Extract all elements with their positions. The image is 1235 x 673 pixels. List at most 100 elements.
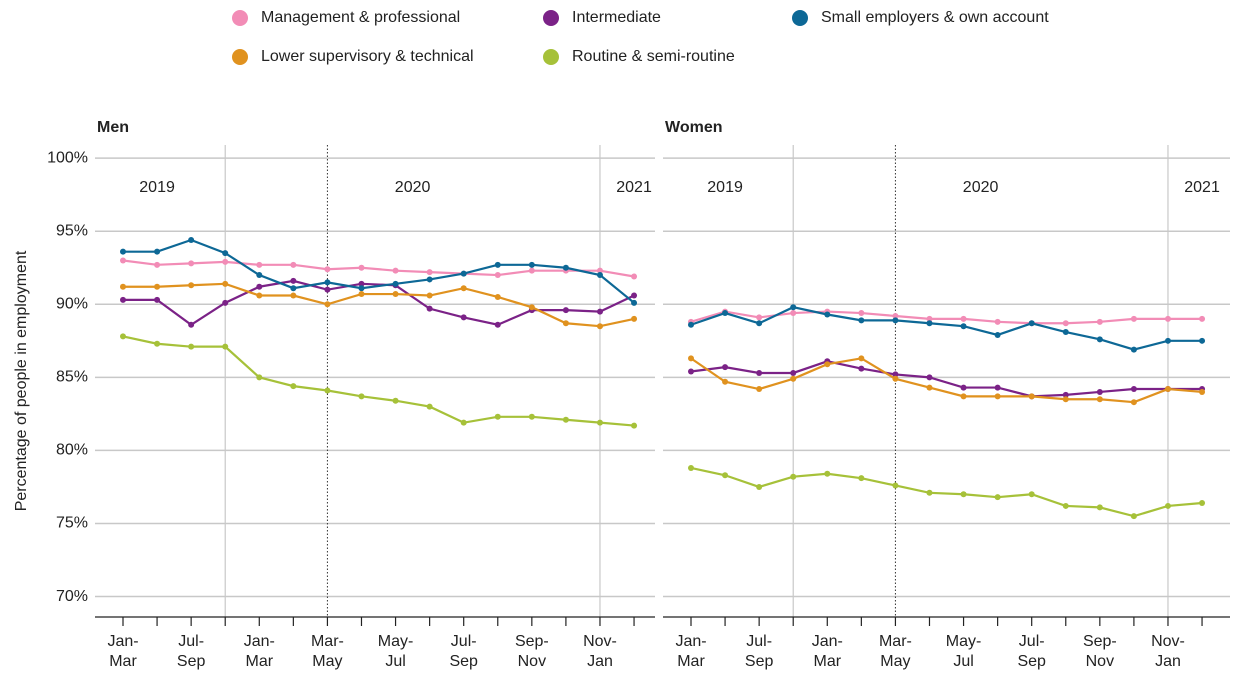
data-point xyxy=(1062,391,1069,398)
legend-label: Routine & semi-routine xyxy=(572,48,735,65)
data-point xyxy=(790,369,797,376)
year-label: 2019 xyxy=(707,179,743,196)
data-point xyxy=(756,386,763,393)
data-point xyxy=(756,483,763,490)
data-point xyxy=(358,393,365,400)
legend-marker xyxy=(232,49,248,65)
data-point xyxy=(1199,500,1206,507)
x-tick-label: Jan-Mar xyxy=(675,633,706,670)
data-point xyxy=(926,384,933,391)
data-point xyxy=(1130,346,1137,353)
data-point xyxy=(960,393,967,400)
data-point xyxy=(994,384,1001,391)
data-point xyxy=(756,314,763,321)
series-line xyxy=(123,282,635,328)
data-point xyxy=(1199,315,1206,322)
legend-marker xyxy=(792,10,808,26)
legend-marker xyxy=(543,49,559,65)
data-point xyxy=(1130,386,1137,393)
data-point xyxy=(926,374,933,381)
data-point xyxy=(460,285,467,292)
data-point xyxy=(1130,315,1137,322)
y-axis-label: Percentage of people in employment xyxy=(13,250,30,511)
data-point xyxy=(994,393,1001,400)
x-tick-label: Mar-May xyxy=(311,633,344,670)
data-point xyxy=(824,311,831,318)
data-point xyxy=(631,292,638,299)
data-point xyxy=(256,283,263,290)
data-point xyxy=(256,272,263,279)
data-point xyxy=(222,250,229,257)
data-point xyxy=(426,305,433,312)
data-point xyxy=(688,355,694,362)
series-line xyxy=(690,466,1203,518)
data-point xyxy=(222,343,229,350)
data-point xyxy=(290,292,297,299)
data-point xyxy=(596,272,603,279)
series-line xyxy=(690,306,1203,351)
data-point xyxy=(892,375,899,382)
data-point xyxy=(722,310,729,317)
x-tick-label: Sep-Nov xyxy=(1083,633,1117,670)
year-label: 2020 xyxy=(395,179,431,196)
data-point xyxy=(290,277,297,284)
data-point xyxy=(256,374,263,381)
data-point xyxy=(892,312,899,319)
data-point xyxy=(1096,318,1103,325)
data-point xyxy=(460,270,467,277)
x-tick-label: Jan-Mar xyxy=(107,633,138,670)
data-point xyxy=(256,292,263,299)
data-point xyxy=(858,355,865,362)
x-tick-label: Mar-May xyxy=(879,633,912,670)
data-point xyxy=(790,375,797,382)
data-point xyxy=(688,368,694,375)
legend-label: Management & professional xyxy=(261,9,460,26)
data-point xyxy=(1028,491,1035,498)
data-point xyxy=(290,285,297,292)
data-point xyxy=(596,323,603,330)
data-point xyxy=(858,310,865,317)
series-line xyxy=(123,279,635,327)
x-tick-label: May-Jul xyxy=(946,633,982,670)
panel-title: Men xyxy=(97,119,129,136)
legend-label: Intermediate xyxy=(572,9,661,26)
data-point xyxy=(528,267,535,274)
x-tick-label: Jul-Sep xyxy=(177,633,206,670)
data-point xyxy=(324,387,331,394)
data-point xyxy=(1096,396,1103,403)
data-point xyxy=(324,286,331,293)
y-tick-label: 95% xyxy=(56,222,88,239)
data-point xyxy=(528,413,535,420)
data-point xyxy=(222,258,229,265)
data-point xyxy=(960,315,967,322)
data-point xyxy=(358,285,365,292)
data-point xyxy=(926,315,933,322)
x-tick-label: Nov-Jan xyxy=(583,633,617,670)
data-point xyxy=(790,310,797,317)
data-point xyxy=(562,264,569,271)
data-point xyxy=(1096,336,1103,343)
data-point xyxy=(154,340,161,347)
y-tick-label: 70% xyxy=(56,588,88,605)
data-point xyxy=(1164,502,1171,509)
data-point xyxy=(324,266,331,273)
data-point xyxy=(892,317,899,324)
data-point xyxy=(722,364,729,371)
data-point xyxy=(426,276,433,283)
data-point xyxy=(324,301,331,308)
data-point xyxy=(1164,337,1171,344)
y-tick-label: 85% xyxy=(56,369,88,386)
data-point xyxy=(756,320,763,327)
legend-label: Lower supervisory & technical xyxy=(261,48,474,65)
data-point xyxy=(562,416,569,423)
data-point xyxy=(858,475,865,482)
data-point xyxy=(392,267,399,274)
data-point xyxy=(392,280,399,287)
data-point xyxy=(460,314,467,321)
data-point xyxy=(1164,386,1171,393)
series-line xyxy=(122,335,635,427)
x-tick-label: Sep-Nov xyxy=(515,633,549,670)
data-point xyxy=(688,464,694,471)
x-tick-label: Jul-Sep xyxy=(745,633,774,670)
